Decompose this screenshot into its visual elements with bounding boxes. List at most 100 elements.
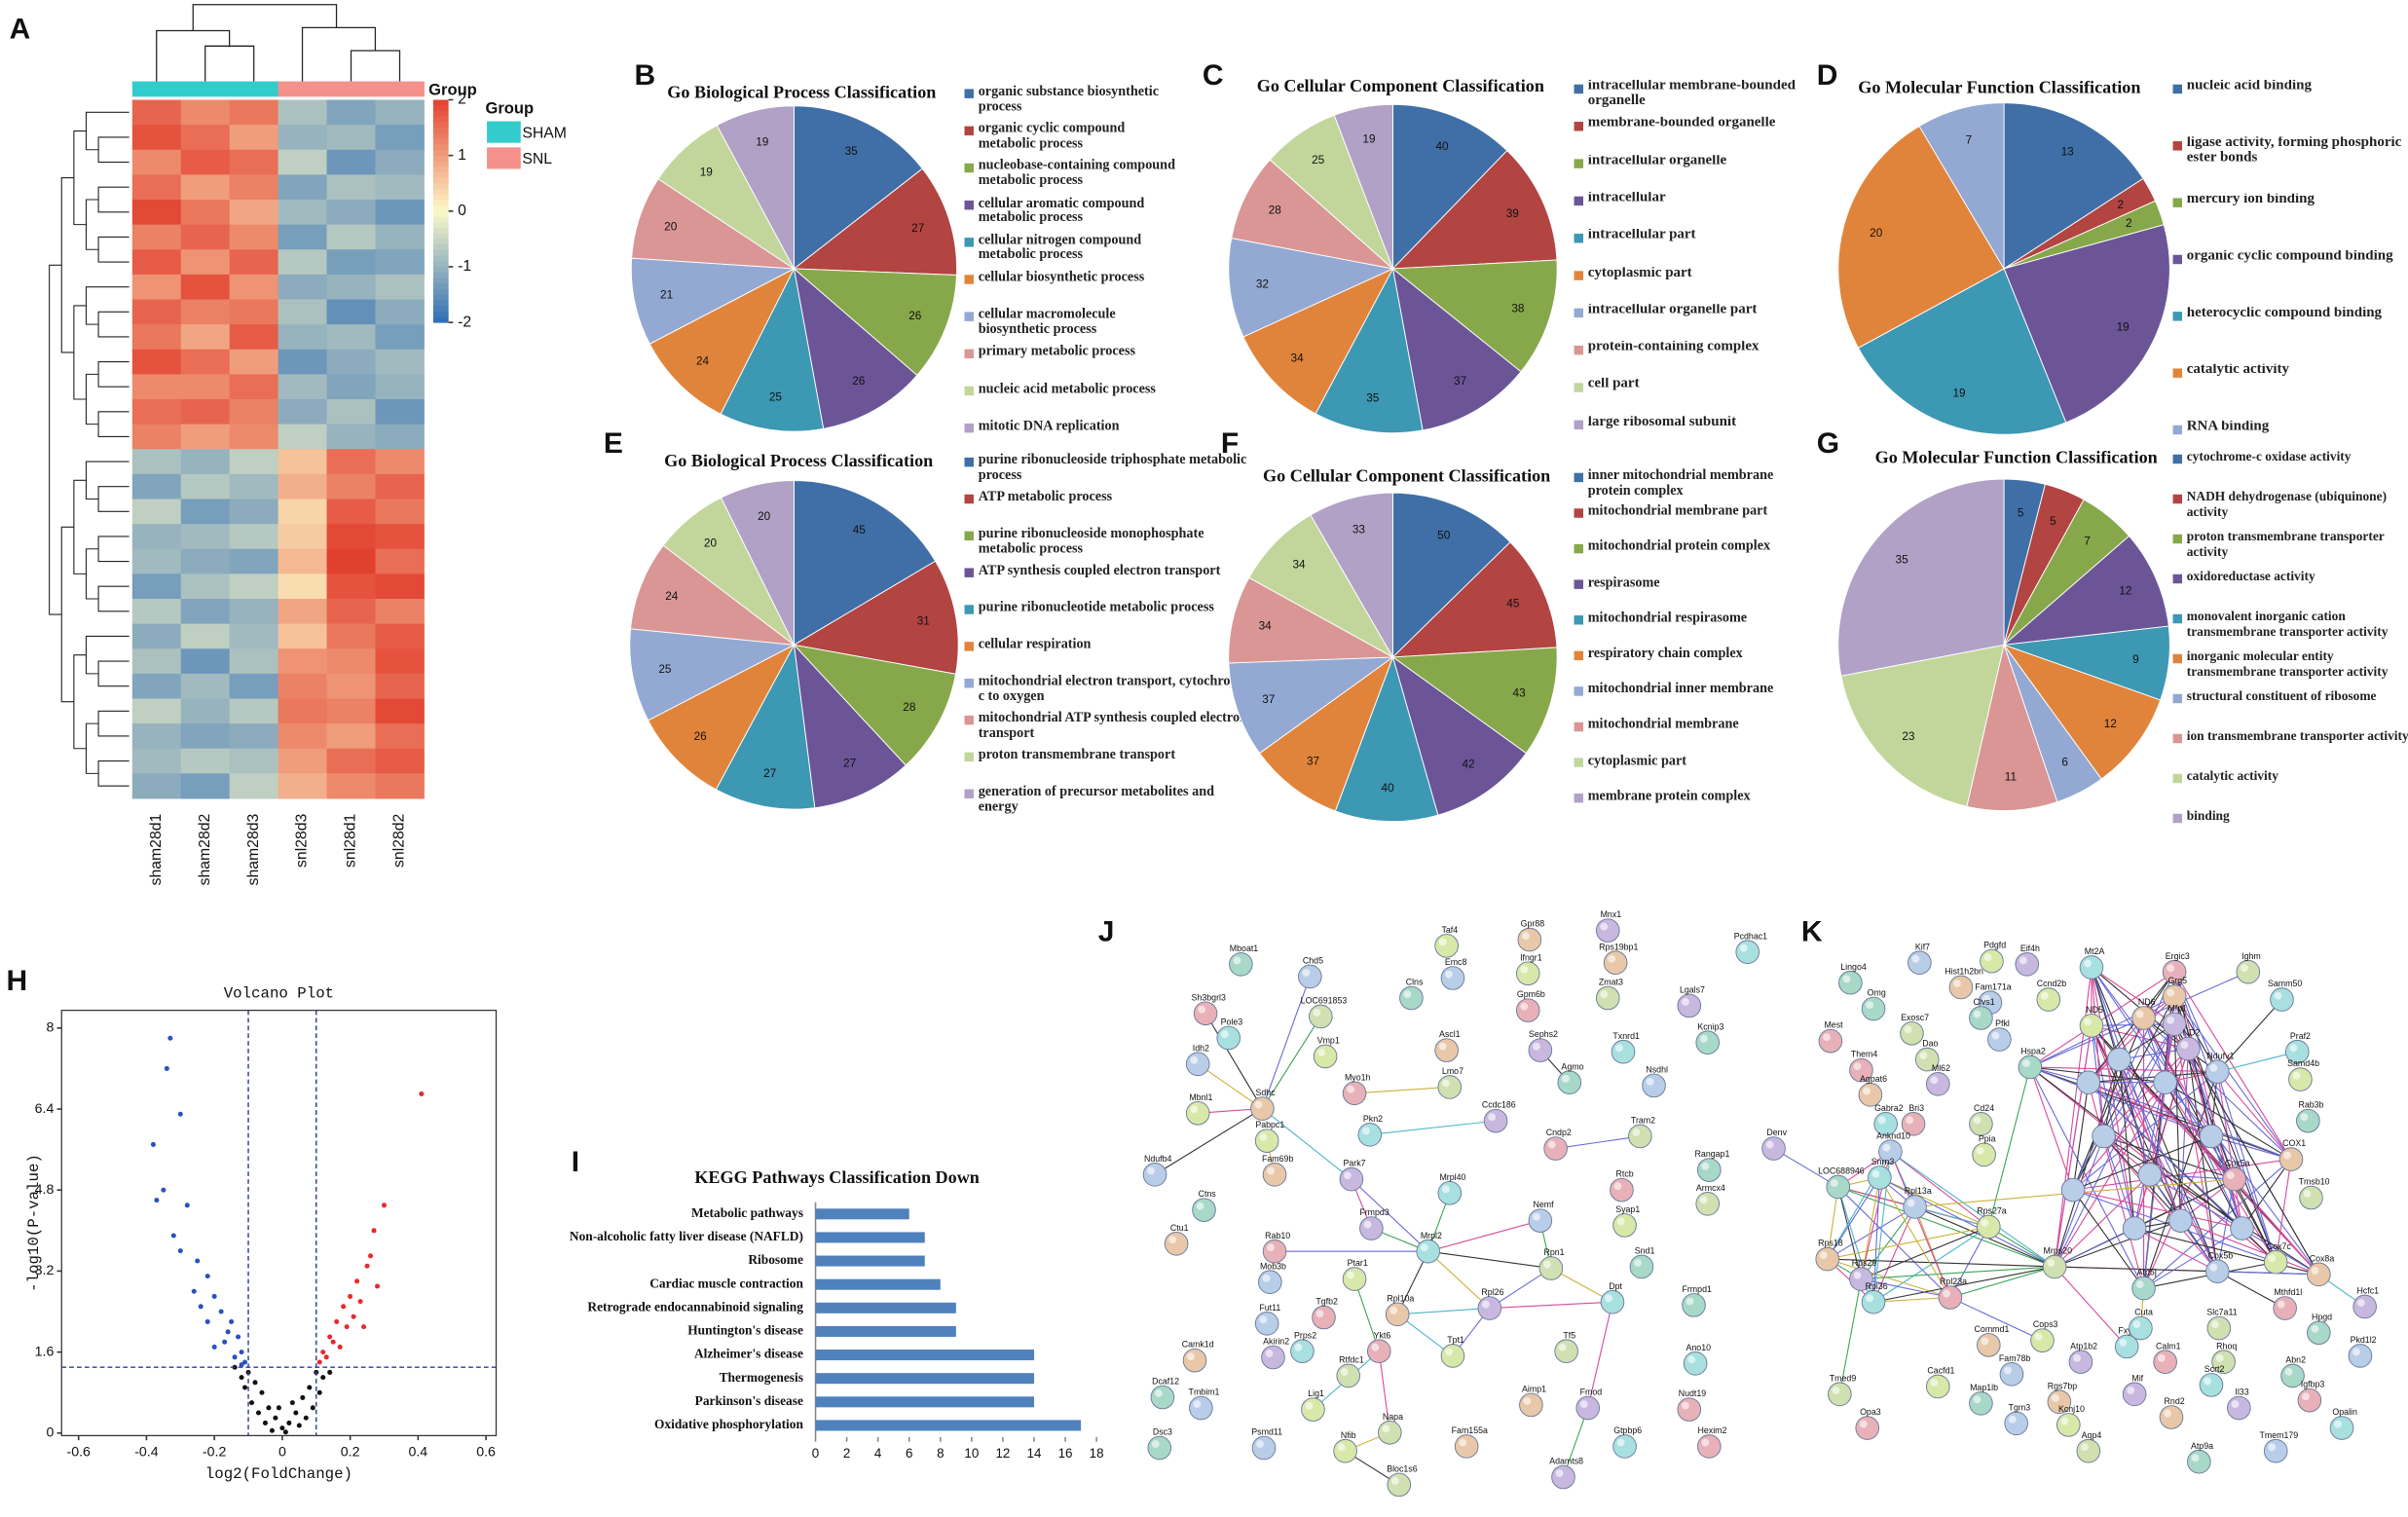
legend-label: ATP metabolic process (978, 490, 1113, 504)
legend-label: mitochondrial membrane part (1587, 503, 1768, 518)
heatmap-cell (326, 125, 376, 151)
network-node (2288, 1067, 2313, 1092)
row-dendrogram (49, 111, 130, 787)
slice-label: 35 (845, 144, 859, 158)
node-label: Samm50 (2268, 979, 2302, 988)
network-node (1416, 1239, 1441, 1264)
node-label: Mboat1 (1230, 944, 1259, 953)
plot-frame (60, 1009, 498, 1437)
node-highlight (2004, 1366, 2012, 1375)
network-node (1761, 1136, 1786, 1161)
slice-label: 32 (1256, 277, 1269, 290)
node-highlight (1686, 1297, 1694, 1306)
network-node (1437, 1075, 1463, 1099)
network-node (1192, 1198, 1216, 1222)
network-node (1980, 948, 2004, 974)
legend-label: cytoplasmic part (1587, 266, 1692, 280)
legend-text-box: cytoplasmic part (1587, 753, 1687, 767)
node-label: Rps29 (1852, 1258, 1877, 1268)
node-label: Aimp1 (1522, 1384, 1546, 1393)
network-edge (2088, 971, 2175, 1084)
node-highlight (1600, 922, 1609, 931)
network-edge (2103, 1023, 2175, 1137)
legend-label: organic cyclic compound binding (2186, 250, 2393, 265)
colorbar-tick-label: -2 (458, 314, 471, 330)
pie-slice (715, 643, 816, 810)
colorbar-tick-label: -1 (458, 258, 471, 275)
node-highlight (1155, 1389, 1163, 1397)
node-label: Taf4 (1441, 925, 1458, 935)
network-node (1554, 1339, 1578, 1363)
node-label: Cacfd1 (1927, 1366, 1954, 1376)
node-highlight (2302, 1392, 2310, 1401)
heatmap-cell (278, 524, 328, 550)
legend-label: cytoplasmic part (1587, 753, 1687, 767)
heatmap-cell (326, 673, 376, 699)
legend-swatch (964, 679, 974, 688)
scatter-point (161, 1187, 167, 1193)
node-highlight (2191, 1454, 2200, 1462)
colorbar-step (432, 188, 449, 196)
category-label: Parkinson's disease (695, 1393, 803, 1408)
slice-label: 19 (1952, 386, 1966, 399)
network-node (1357, 1123, 1383, 1147)
node-label: Akirin2 (1263, 1337, 1289, 1347)
scatter-point (286, 1420, 292, 1425)
colorbar-step (432, 161, 449, 167)
legend-swatch (1574, 383, 1583, 392)
scatter-point (239, 1350, 244, 1355)
node-label: Frmpd1 (1682, 1284, 1712, 1294)
network-node (2199, 1124, 2224, 1149)
legend-swatch (1574, 758, 1583, 767)
node-label: Agmo (1561, 1061, 1583, 1071)
scatter-point (300, 1394, 306, 1400)
scatter-point (225, 1329, 231, 1335)
dendrogram-branch (85, 635, 130, 675)
node-highlight (1823, 1033, 1831, 1042)
network-node (2348, 1344, 2373, 1368)
node-label: Sdhc (1256, 1088, 1277, 1097)
heatmap-cell (375, 599, 425, 625)
network-edge (1878, 1177, 1951, 1298)
legend-text-box: cytochrome-c oxidase activity (2187, 450, 2352, 463)
node-highlight (2051, 1393, 2059, 1402)
node-label: Ascl1 (1439, 1029, 1461, 1039)
node-highlight (1438, 938, 1447, 946)
heatmap-cell (375, 723, 425, 750)
network-node (1543, 1136, 1568, 1161)
node-label: Gpm6b (1517, 989, 1545, 999)
legend-swatch (1574, 722, 1583, 732)
network-node (1385, 1302, 1410, 1327)
slice-label: 23 (1902, 729, 1915, 743)
heatmap-cell (131, 499, 182, 525)
dendrogram-branch (97, 236, 130, 263)
legend-text-box: inorganic molecular entity transmembrane… (2187, 649, 2389, 678)
node-highlight (1198, 1005, 1206, 1014)
network-edge (2088, 1082, 2145, 1289)
legend-text-box: respiratory chain complex (1588, 647, 1743, 660)
x-tick-label: 8 (937, 1446, 944, 1461)
category-label: Alzheimer's disease (694, 1347, 803, 1361)
legend-text-box: mitochondrial inner membrane (1588, 682, 1774, 695)
network-node (1519, 1392, 1543, 1418)
pie-slice (793, 167, 958, 276)
heatmap-cell (131, 648, 182, 675)
network-edge (2072, 1135, 2212, 1191)
node-highlight (1699, 1034, 1708, 1043)
scatter-point (204, 1274, 210, 1279)
legend-label: cellular macromolecule biosynthetic proc… (978, 307, 1116, 337)
heatmap-cell (180, 249, 231, 276)
network-node (1434, 934, 1459, 958)
network-edge (2072, 1018, 2145, 1191)
network-node (2204, 1059, 2230, 1084)
legend-swatch (2172, 653, 2182, 664)
network-node (1977, 1333, 2001, 1357)
node-label: Rpl10a (1387, 1293, 1414, 1303)
legend-swatch (964, 457, 974, 467)
node-highlight (1765, 1140, 1774, 1149)
node-label: Fam171a (1975, 981, 2011, 991)
category-label: Huntington's disease (687, 1323, 803, 1338)
network-node (1185, 1052, 1210, 1077)
legend-text-box: nucleobase-containing compound metabolic… (979, 159, 1175, 187)
node-label: Bri3 (1908, 1103, 1924, 1113)
